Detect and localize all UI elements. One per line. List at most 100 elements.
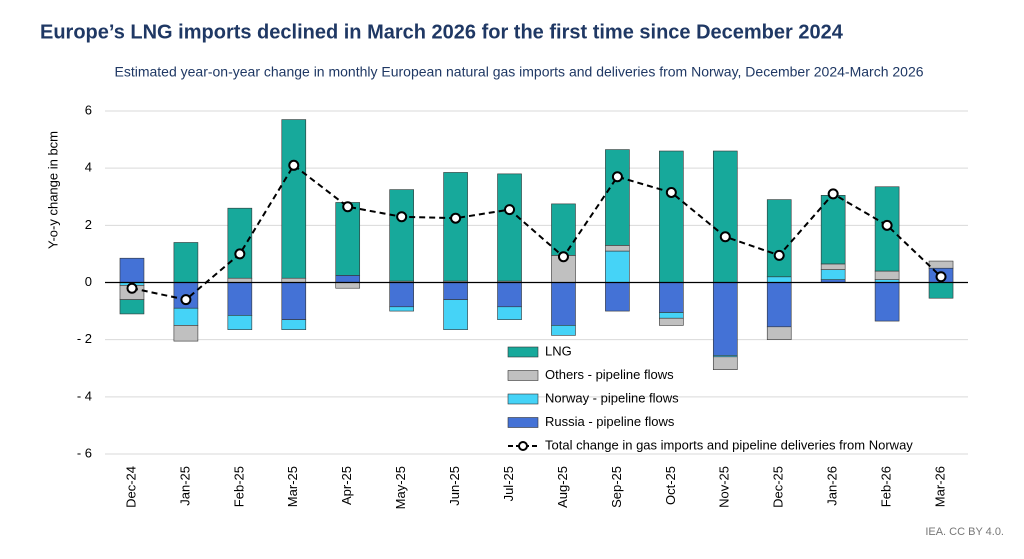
bar-segment xyxy=(281,319,307,330)
x-tick-label: Nov-25 xyxy=(717,466,732,508)
bar-segment xyxy=(281,277,307,283)
x-tick-label: Aug-25 xyxy=(555,466,570,508)
bar-segment xyxy=(443,299,468,330)
y-tick-label: 2 xyxy=(85,217,92,232)
total-point xyxy=(935,271,947,283)
bar-segment xyxy=(335,275,361,283)
bar-segment xyxy=(227,315,253,330)
bar-segment xyxy=(712,356,738,370)
x-tick-label: Apr-25 xyxy=(339,466,354,505)
chart-title: Europe’s LNG imports declined in March 2… xyxy=(40,21,844,43)
bar-segment xyxy=(766,326,792,340)
bar-segment xyxy=(389,306,414,312)
total-point xyxy=(342,201,354,213)
bar-segment xyxy=(497,173,522,282)
total-point xyxy=(881,219,893,231)
bar-segment xyxy=(659,282,684,313)
bar-segment xyxy=(874,282,900,322)
y-tick-label: 4 xyxy=(85,160,92,175)
legend-swatch xyxy=(507,417,539,428)
x-tick-label: Oct-25 xyxy=(663,466,678,505)
bar-segment xyxy=(443,172,468,282)
total-point xyxy=(126,282,138,294)
legend-label: Total change in gas imports and pipeline… xyxy=(545,437,913,452)
y-axis-label: Y-o-y change in bcm xyxy=(45,131,60,249)
bar-segment xyxy=(227,282,253,316)
bar-segment xyxy=(389,189,414,282)
bar-segment xyxy=(874,270,900,280)
bar-segment xyxy=(605,149,630,246)
total-point xyxy=(719,231,731,243)
legend-label: LNG xyxy=(545,343,572,358)
legend-label: Russia - pipeline flows xyxy=(545,414,675,429)
bar-segment xyxy=(389,282,414,308)
source: IEA. CC BY 4.0. xyxy=(925,526,1004,538)
legend-marker xyxy=(518,441,528,451)
bar-segment xyxy=(605,245,630,252)
x-tick-label: Dec-25 xyxy=(771,466,786,508)
x-tick-label: Mar-26 xyxy=(932,466,947,507)
legend-swatch xyxy=(507,393,539,405)
legend-label: Norway - pipeline flows xyxy=(545,390,679,405)
bar-segment xyxy=(281,119,307,279)
bar-segment xyxy=(820,269,846,280)
bar-segment xyxy=(659,312,684,319)
y-tick-label: 0 xyxy=(85,274,92,289)
total-point xyxy=(396,211,408,223)
x-tick-label: Jan-25 xyxy=(177,466,192,506)
legend-label: Others - pipeline flows xyxy=(545,367,674,382)
bar-segment xyxy=(119,257,145,283)
total-point xyxy=(557,251,569,263)
chart-subtitle: Estimated year-on-year change in monthly… xyxy=(114,64,923,80)
x-tick-label: Jun-25 xyxy=(447,466,462,506)
bar-segment xyxy=(227,207,253,279)
total-point xyxy=(827,188,839,200)
bar-segment xyxy=(497,306,522,320)
x-tick-label: Jan-26 xyxy=(825,466,840,506)
bar-segment xyxy=(766,282,792,328)
total-point xyxy=(288,159,300,171)
total-point xyxy=(450,212,462,224)
total-point xyxy=(234,248,246,260)
y-tick-label: - 6 xyxy=(77,445,92,460)
total-point xyxy=(504,204,516,216)
bar-segment xyxy=(928,260,954,269)
bar-segment xyxy=(712,150,738,283)
bar-segment xyxy=(119,299,145,315)
x-tick-label: Dec-24 xyxy=(123,466,138,508)
y-tick-label: 6 xyxy=(85,102,92,117)
bar-segment xyxy=(928,282,954,299)
x-tick-label: Sep-25 xyxy=(609,466,624,508)
bar-segment xyxy=(281,282,307,320)
x-tick-label: Jul-25 xyxy=(501,466,516,501)
total-point xyxy=(611,171,623,183)
bar-segment xyxy=(766,276,792,283)
bar-segment xyxy=(712,282,738,356)
bar-segment xyxy=(551,203,576,256)
bar-segment xyxy=(551,282,576,326)
bar-segment xyxy=(766,199,792,278)
bar-segment xyxy=(173,242,199,283)
bar-segment xyxy=(443,282,468,300)
bar-segment xyxy=(173,307,199,326)
bar-segment xyxy=(605,282,630,312)
total-point xyxy=(665,186,677,198)
bar-segment xyxy=(820,195,846,265)
x-tick-label: May-25 xyxy=(393,466,408,509)
x-tick-label: Feb-25 xyxy=(231,466,246,507)
bar-segment xyxy=(227,277,253,283)
bar-segment xyxy=(551,325,576,336)
bar-segment xyxy=(820,263,846,270)
legend-swatch xyxy=(507,370,539,381)
x-tick-label: Feb-26 xyxy=(879,466,894,507)
y-tick-label: - 4 xyxy=(77,388,92,403)
bar-segment xyxy=(497,282,522,308)
bar-segment xyxy=(659,150,684,283)
bar-segment xyxy=(659,317,684,326)
total-point xyxy=(180,294,192,306)
bar-segment xyxy=(173,325,199,342)
total-line xyxy=(131,163,942,301)
y-tick-label: - 2 xyxy=(77,331,92,346)
